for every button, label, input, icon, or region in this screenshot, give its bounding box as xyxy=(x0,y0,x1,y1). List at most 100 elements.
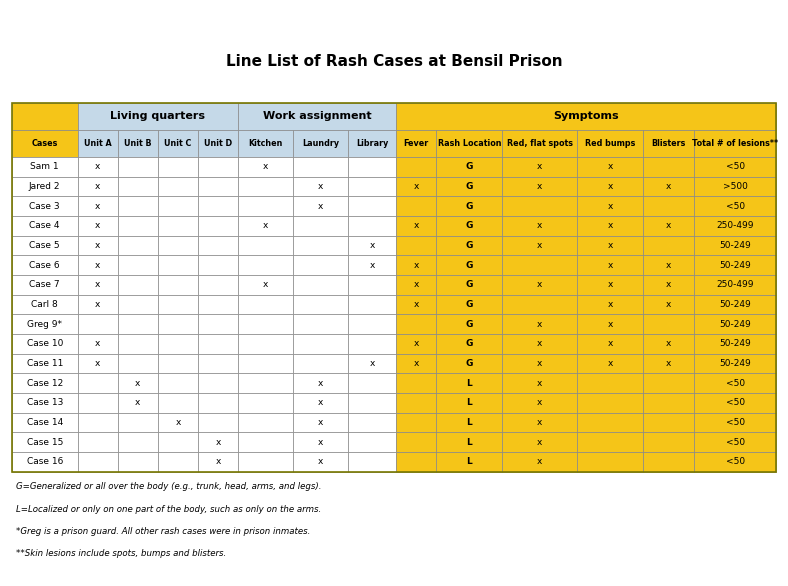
Bar xyxy=(238,314,293,334)
Bar xyxy=(502,334,577,353)
Text: x: x xyxy=(666,261,671,270)
Text: x: x xyxy=(318,202,323,210)
Bar xyxy=(12,373,77,393)
Text: Total # of lesions**: Total # of lesions** xyxy=(692,139,778,148)
Text: G: G xyxy=(466,261,473,270)
Bar xyxy=(198,432,238,452)
Bar xyxy=(238,373,293,393)
Text: x: x xyxy=(95,162,100,171)
Bar xyxy=(348,353,396,373)
Bar xyxy=(117,176,158,196)
Text: Fever: Fever xyxy=(403,139,429,148)
Text: Work assignment: Work assignment xyxy=(263,111,372,121)
Text: x: x xyxy=(95,300,100,309)
Bar xyxy=(293,157,348,176)
Text: Library: Library xyxy=(356,139,388,148)
Text: x: x xyxy=(537,359,542,368)
Bar xyxy=(117,236,158,255)
Text: 50-249: 50-249 xyxy=(719,359,751,368)
Bar xyxy=(12,432,77,452)
Bar xyxy=(348,275,396,295)
Bar xyxy=(198,314,238,334)
Bar xyxy=(396,103,776,130)
Text: x: x xyxy=(95,241,100,250)
Text: x: x xyxy=(414,359,419,368)
Text: Unit C: Unit C xyxy=(165,139,191,148)
Bar xyxy=(77,255,117,275)
Bar xyxy=(198,295,238,314)
Bar xyxy=(77,334,117,353)
Bar xyxy=(77,103,238,130)
Text: G: G xyxy=(466,300,473,309)
Bar xyxy=(643,353,694,373)
Text: Carl 8: Carl 8 xyxy=(32,300,58,309)
Text: x: x xyxy=(318,398,323,407)
Bar xyxy=(694,334,776,353)
Text: x: x xyxy=(537,458,542,466)
Bar xyxy=(348,413,396,432)
Bar xyxy=(577,255,643,275)
Bar xyxy=(502,236,577,255)
Text: x: x xyxy=(608,359,612,368)
Text: x: x xyxy=(95,221,100,230)
Bar xyxy=(117,334,158,353)
Text: <50: <50 xyxy=(726,162,745,171)
Bar xyxy=(117,373,158,393)
Bar xyxy=(577,452,643,472)
Bar xyxy=(643,295,694,314)
Bar xyxy=(77,452,117,472)
Text: x: x xyxy=(95,359,100,368)
Text: x: x xyxy=(318,379,323,388)
Bar xyxy=(77,236,117,255)
Bar xyxy=(77,413,117,432)
Bar xyxy=(694,275,776,295)
Bar xyxy=(198,157,238,176)
Text: x: x xyxy=(263,221,269,230)
Bar xyxy=(293,353,348,373)
Text: x: x xyxy=(216,458,221,466)
Bar xyxy=(396,413,437,432)
Bar xyxy=(158,452,198,472)
Bar xyxy=(348,216,396,236)
Text: x: x xyxy=(608,319,612,329)
Text: x: x xyxy=(608,162,612,171)
Bar xyxy=(198,236,238,255)
Text: x: x xyxy=(95,280,100,289)
Bar xyxy=(396,295,437,314)
Bar xyxy=(238,295,293,314)
Text: Red, flat spots: Red, flat spots xyxy=(507,139,573,148)
Bar xyxy=(238,216,293,236)
Bar xyxy=(117,255,158,275)
Bar xyxy=(396,314,437,334)
Bar xyxy=(577,275,643,295)
Text: x: x xyxy=(537,339,542,348)
Text: L: L xyxy=(466,438,472,447)
Text: x: x xyxy=(414,280,419,289)
Bar xyxy=(77,314,117,334)
Bar xyxy=(437,353,502,373)
Bar xyxy=(117,157,158,176)
Bar xyxy=(577,314,643,334)
Bar xyxy=(117,432,158,452)
Bar xyxy=(437,452,502,472)
Text: Unit A: Unit A xyxy=(84,139,112,148)
Bar xyxy=(12,314,77,334)
Bar xyxy=(396,216,437,236)
Text: Case 6: Case 6 xyxy=(29,261,60,270)
Text: x: x xyxy=(414,261,419,270)
Text: G: G xyxy=(466,162,473,171)
Text: 50-249: 50-249 xyxy=(719,241,751,250)
Text: Case 7: Case 7 xyxy=(29,280,60,289)
Text: <50: <50 xyxy=(726,398,745,407)
Bar xyxy=(437,255,502,275)
Text: x: x xyxy=(666,359,671,368)
Bar xyxy=(502,432,577,452)
Bar xyxy=(238,413,293,432)
Text: x: x xyxy=(608,280,612,289)
Bar xyxy=(577,130,643,157)
Bar xyxy=(694,176,776,196)
Text: x: x xyxy=(318,182,323,191)
Text: Rash Location: Rash Location xyxy=(437,139,501,148)
Text: x: x xyxy=(95,261,100,270)
Bar xyxy=(502,295,577,314)
